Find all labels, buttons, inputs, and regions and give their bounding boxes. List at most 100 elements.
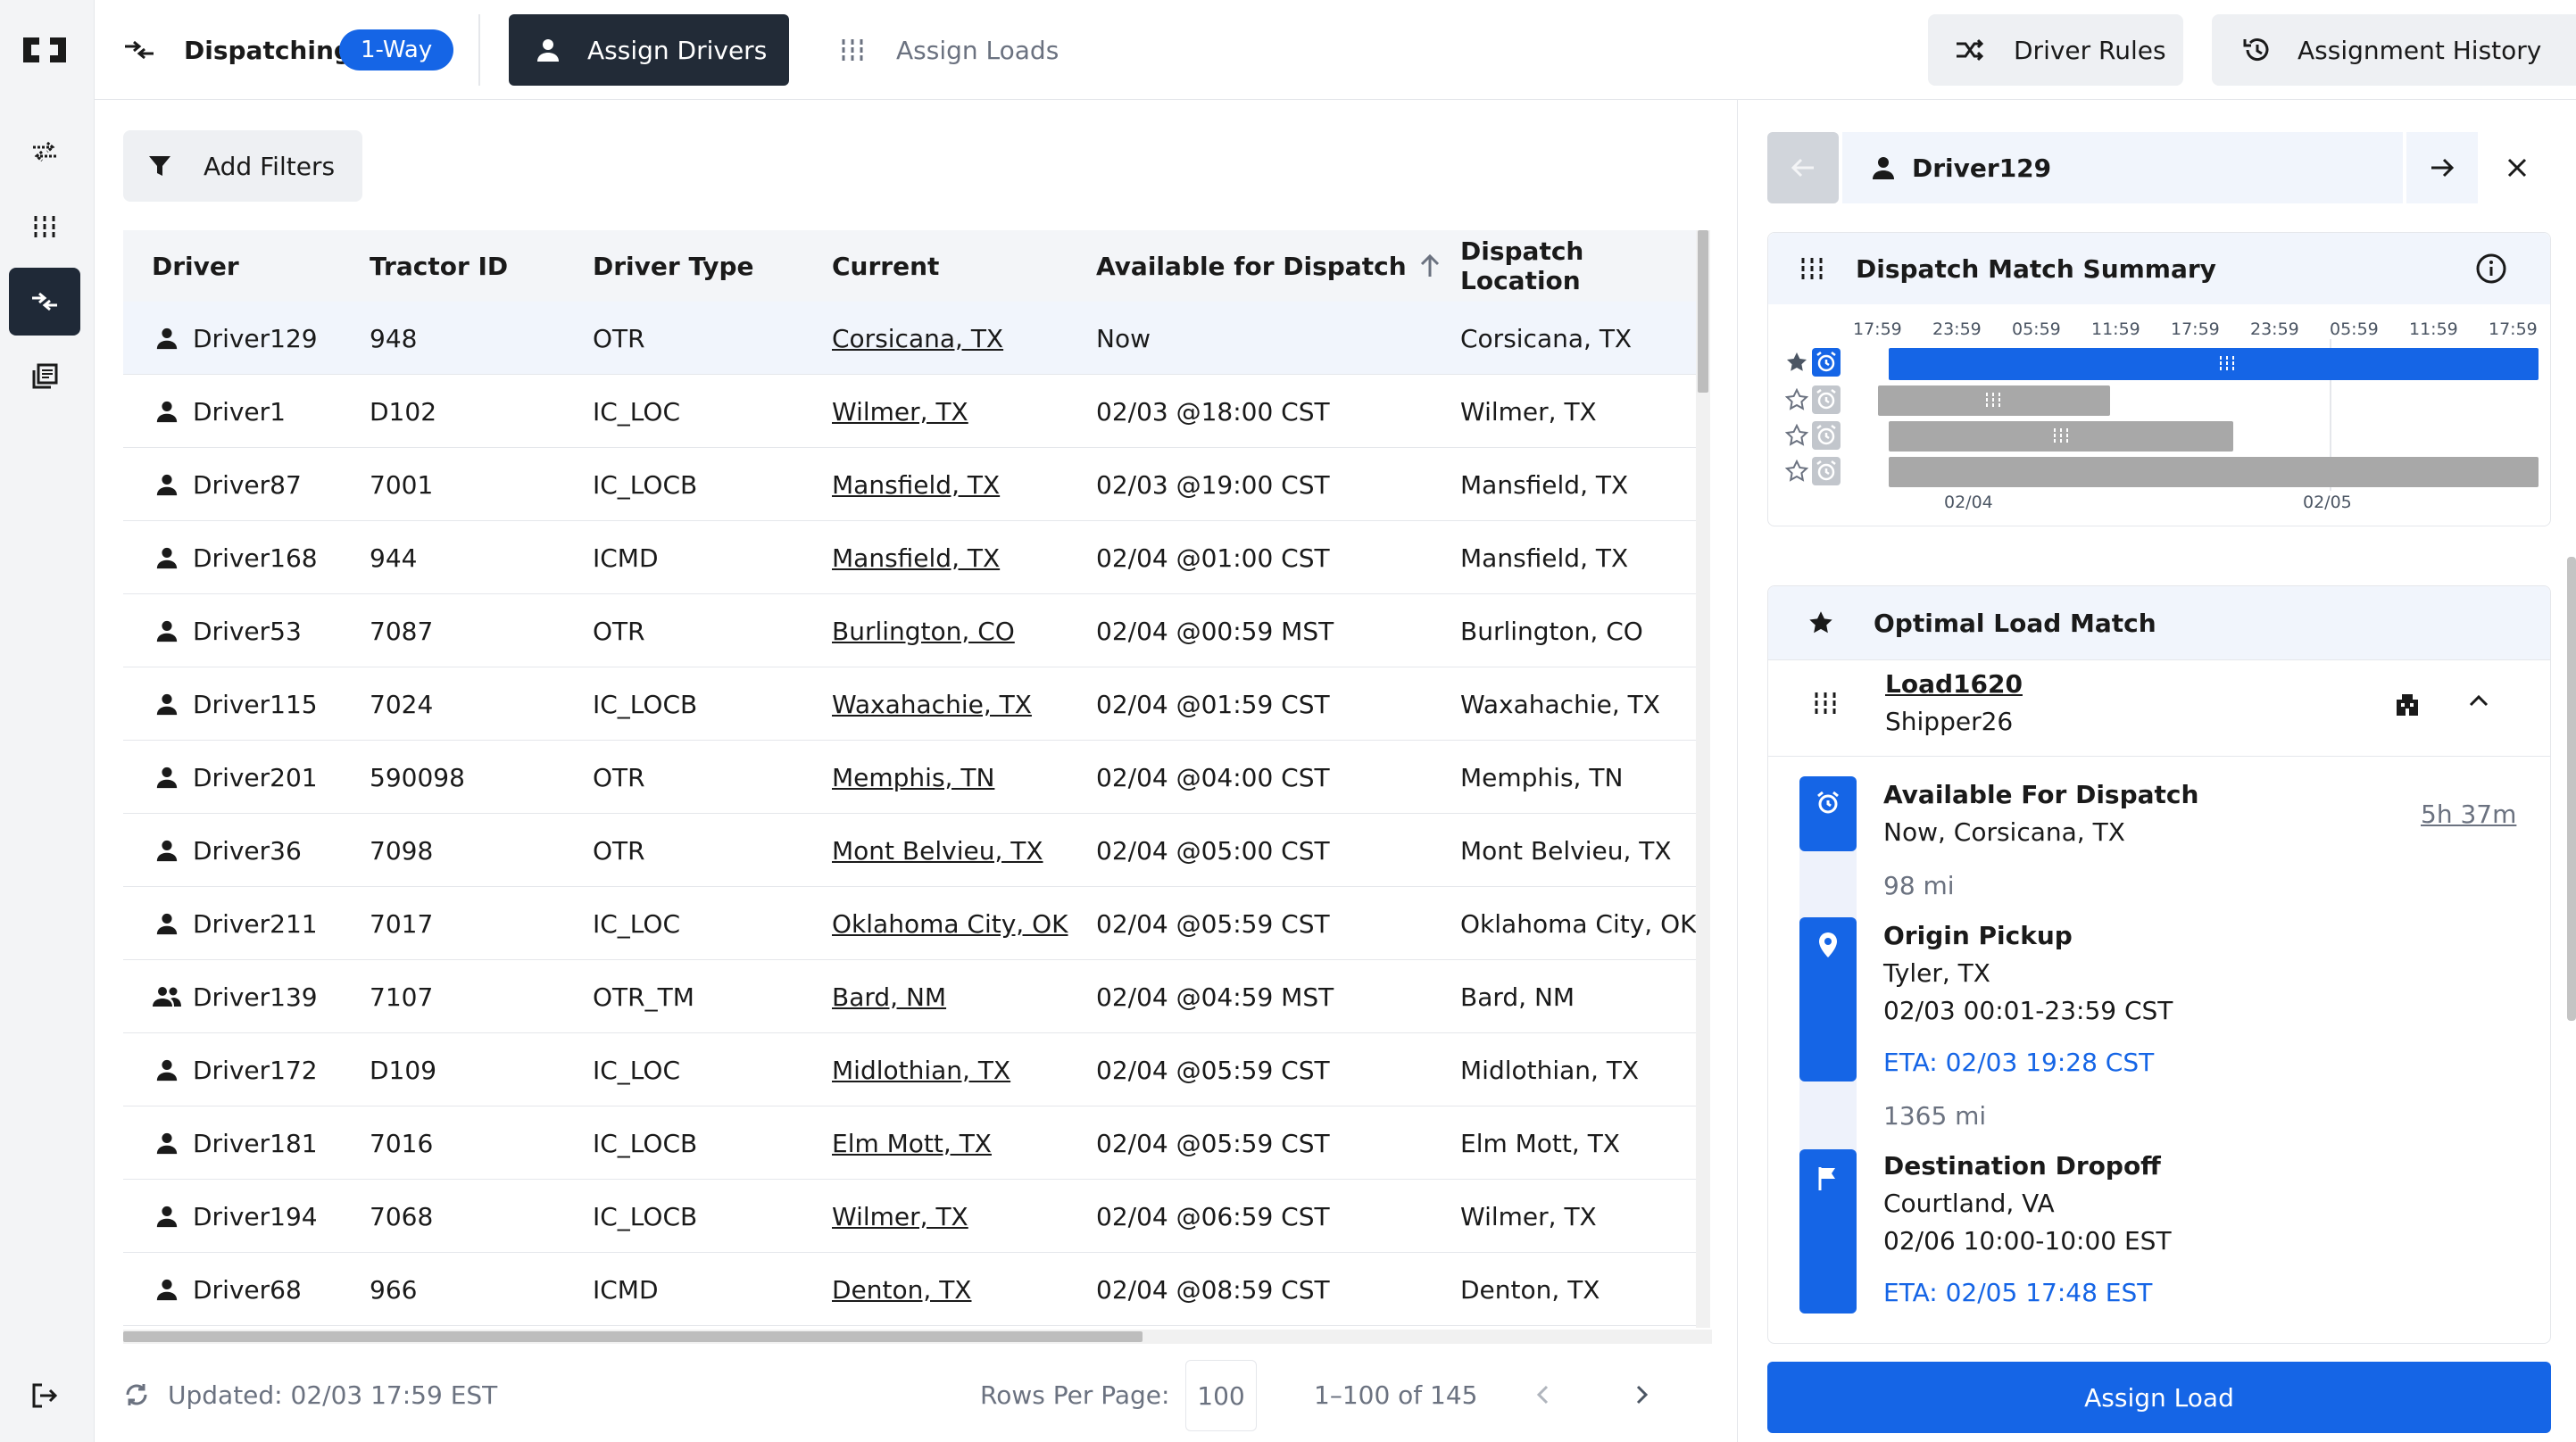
table-row[interactable]: Driver115 7024 IC_LOCB Waxahachie, TX 02/04 …	[123, 667, 1696, 741]
timeline-bar-primary[interactable]	[1889, 348, 2539, 380]
col-driver-type[interactable]: Driver Type	[593, 251, 754, 281]
timeline-bar-2[interactable]	[1878, 385, 2110, 416]
scrollbar-thumb[interactable]	[123, 1331, 1143, 1342]
dispatching-nav-icon[interactable]	[9, 268, 80, 336]
pickup-window: 02/03 00:01-23:59 CST	[1883, 996, 2173, 1025]
table-row[interactable]: Driver129 948 OTR Corsicana, TX Now Corsicana…	[123, 302, 1696, 375]
table-row[interactable]: Driver211 7017 IC_LOC Oklahoma City, OK 02/0…	[123, 887, 1696, 960]
rows-per-page-select[interactable]: 100	[1185, 1360, 1257, 1431]
col-tractor-id[interactable]: Tractor ID	[370, 251, 509, 281]
tab-assign-drivers[interactable]: Assign Drivers	[509, 14, 789, 86]
mode-badge[interactable]: 1-Way	[339, 29, 454, 70]
timeline-hour-label: 23:59	[2250, 319, 2299, 339]
col-dispatch-location[interactable]: Dispatch Location	[1460, 236, 1584, 295]
cell-type: IC_LOCB	[593, 1128, 698, 1158]
left-nav	[0, 0, 95, 1442]
timeline-bar-3[interactable]	[1889, 421, 2233, 452]
cell-current[interactable]: Memphis, TN	[832, 762, 995, 792]
star-outline-icon[interactable]	[1785, 424, 1808, 447]
prev-driver-button[interactable]	[1767, 132, 1839, 203]
cell-current[interactable]: Bard, NM	[832, 982, 947, 1012]
logout-icon[interactable]	[9, 1362, 80, 1430]
table-row[interactable]: Driver139 7107 OTR_TM Bard, NM 02/04 @04:59 …	[123, 960, 1696, 1033]
info-icon[interactable]	[2475, 253, 2507, 285]
timeline-hour-label: 17:59	[2489, 319, 2538, 339]
loads-icon[interactable]	[9, 193, 80, 261]
cell-current[interactable]: Wilmer, TX	[832, 1201, 968, 1231]
available-text: Now, Corsicana, TX	[1883, 817, 2125, 847]
cell-available: 02/04 @05:59 CST	[1096, 1128, 1330, 1158]
table-vertical-scrollbar[interactable]	[1696, 230, 1710, 1328]
add-filters-button[interactable]: Add Filters	[123, 130, 362, 202]
cell-driver: Driver1	[152, 375, 286, 448]
cell-current[interactable]: Corsicana, TX	[832, 323, 1004, 353]
swap-arrows-icon[interactable]	[9, 118, 80, 186]
cell-current[interactable]: Mansfield, TX	[832, 543, 1001, 573]
table-row[interactable]: Driver1 D102 IC_LOC Wilmer, TX 02/03 @18:00 …	[123, 375, 1696, 448]
table-row[interactable]: Driver36 7098 OTR Mont Belvieu, TX 02/04 @05…	[123, 814, 1696, 887]
table-horizontal-scrollbar[interactable]	[123, 1330, 1712, 1344]
available-duration[interactable]: 5h 37m	[2421, 800, 2517, 829]
person-icon	[152, 908, 182, 939]
timeline-date-label: 02/04	[1944, 493, 1993, 512]
table-row[interactable]: Driver194 7068 IC_LOCB Wilmer, TX 02/04 @06:…	[123, 1180, 1696, 1253]
star-filled-icon[interactable]	[1785, 351, 1808, 374]
table-row[interactable]: Driver181 7016 IC_LOCB Elm Mott, TX 02/04 @0…	[123, 1106, 1696, 1180]
col-driver[interactable]: Driver	[152, 251, 239, 281]
driver-rules-button[interactable]: Driver Rules	[1928, 14, 2183, 86]
star-outline-icon[interactable]	[1785, 388, 1808, 411]
cell-location: Oklahoma City, OK	[1460, 908, 1697, 939]
assignment-history-button[interactable]: Assignment History	[2212, 14, 2576, 86]
cell-tractor: 944	[370, 543, 418, 573]
next-driver-button[interactable]	[2406, 132, 2478, 203]
driver-name: Driver68	[193, 1274, 302, 1305]
table-row[interactable]: Driver168 944 ICMD Mansfield, TX 02/04 @01:0…	[123, 521, 1696, 594]
sort-arrow-up-icon[interactable]	[1419, 253, 1441, 278]
detail-scrollbar[interactable]	[2567, 557, 2576, 1021]
close-icon[interactable]	[2481, 132, 2553, 203]
person-icon	[152, 616, 182, 646]
cell-current[interactable]: Mont Belvieu, TX	[832, 835, 1043, 866]
cell-driver: Driver172	[152, 1033, 318, 1106]
next-page-icon[interactable]	[1626, 1374, 1658, 1415]
cell-current[interactable]: Wilmer, TX	[832, 396, 968, 427]
timeline-row-2	[1785, 385, 1841, 414]
table-row[interactable]: Driver53 7087 OTR Burlington, CO 02/04 @00:5…	[123, 594, 1696, 667]
cell-type: IC_LOC	[593, 396, 680, 427]
tab-assign-loads[interactable]: Assign Loads	[841, 14, 1059, 86]
table-row[interactable]: Driver201 590098 OTR Memphis, TN 02/04 @04:0…	[123, 741, 1696, 814]
star-outline-icon[interactable]	[1785, 460, 1808, 483]
available-title: Available For Dispatch	[1883, 780, 2199, 809]
cell-current[interactable]: Midlothian, TX	[832, 1055, 1011, 1085]
cell-current[interactable]: Waxahachie, TX	[832, 689, 1032, 719]
cell-available: Now	[1096, 323, 1151, 353]
cell-current[interactable]: Oklahoma City, OK	[832, 908, 1068, 939]
cell-location: Mansfield, TX	[1460, 543, 1629, 573]
timeline-bar-4[interactable]	[1889, 457, 2539, 487]
table-row[interactable]: Driver87 7001 IC_LOCB Mansfield, TX 02/03 @1…	[123, 448, 1696, 521]
step-pickup-marker	[1799, 917, 1857, 1082]
table-row[interactable]: Driver68 966 ICMD Denton, TX 02/04 @08:59 CS…	[123, 1253, 1696, 1326]
assign-load-button[interactable]: Assign Load	[1767, 1362, 2551, 1433]
cell-current[interactable]: Elm Mott, TX	[832, 1128, 992, 1158]
table-row[interactable]: Driver172 D109 IC_LOC Midlothian, TX 02/04 @…	[123, 1033, 1696, 1106]
load-id-link[interactable]: Load1620	[1885, 669, 2023, 699]
cell-type: IC_LOCB	[593, 689, 698, 719]
cell-current[interactable]: Denton, TX	[832, 1274, 972, 1305]
alarm-icon	[1812, 457, 1841, 485]
cell-tractor: 7001	[370, 469, 434, 500]
library-icon[interactable]	[9, 343, 80, 410]
building-icon[interactable]	[2394, 691, 2421, 717]
chevron-up-icon[interactable]	[2469, 694, 2489, 707]
cell-current[interactable]: Mansfield, TX	[832, 469, 1001, 500]
scrollbar-thumb[interactable]	[1698, 230, 1708, 393]
prev-page-icon[interactable]	[1526, 1374, 1558, 1415]
cell-location: Wilmer, TX	[1460, 1201, 1597, 1231]
cell-tractor: D109	[370, 1055, 437, 1085]
cell-current[interactable]: Burlington, CO	[832, 616, 1015, 646]
col-available-for-dispatch[interactable]: Available for Dispatch	[1096, 230, 1441, 302]
timeline-hour-label: 05:59	[2330, 319, 2379, 339]
app-logo-icon[interactable]	[9, 16, 80, 84]
col-current[interactable]: Current	[832, 251, 940, 281]
cell-type: ICMD	[593, 1274, 659, 1305]
